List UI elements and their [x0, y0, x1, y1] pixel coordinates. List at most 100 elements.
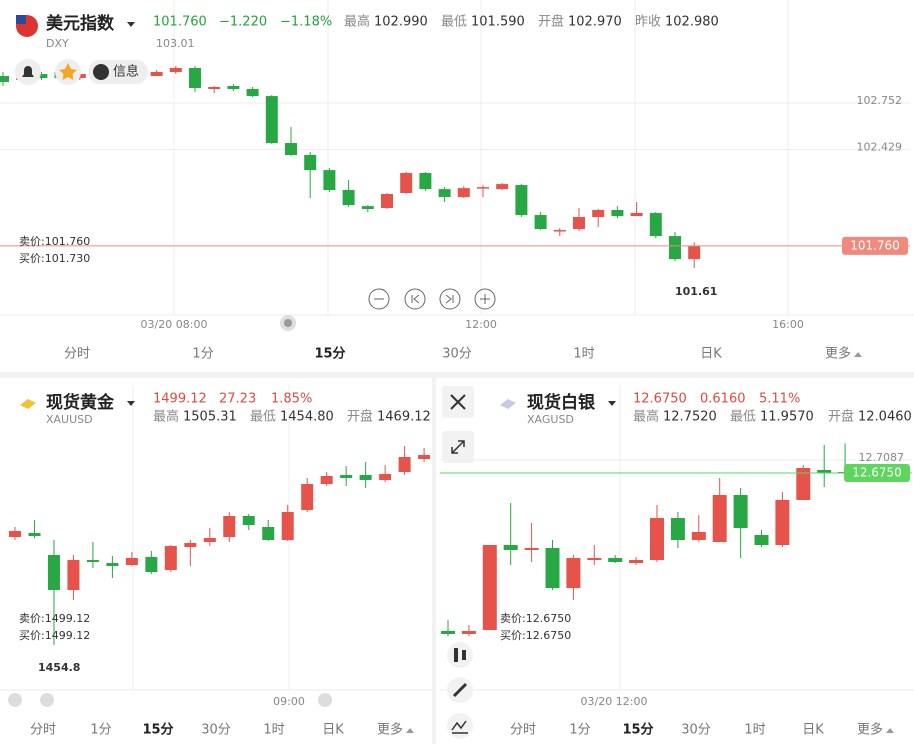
bell-icon — [22, 66, 34, 77]
dropdown[interactable] — [127, 22, 135, 27]
candle-body — [573, 217, 585, 230]
stat-label: 最高 — [633, 409, 659, 425]
stats: 最高 12.7520 最低 11.9570 开盘 12.0460 — [633, 409, 912, 425]
bid: 卖价:12.6750 — [500, 612, 571, 625]
candle-body — [457, 188, 470, 198]
info-label[interactable]: 信息 — [113, 64, 139, 80]
next[interactable] — [439, 288, 461, 310]
candle-body — [691, 531, 706, 540]
candle-body — [587, 558, 602, 560]
candle-body — [611, 210, 624, 217]
candle-body — [592, 210, 605, 218]
zoom-in[interactable] — [474, 288, 496, 310]
x-label: 16:00 — [772, 318, 804, 331]
candle-body — [223, 516, 236, 538]
candle-body — [150, 72, 163, 77]
candle-body — [524, 548, 539, 550]
candle-body — [86, 560, 99, 562]
candle-body — [125, 558, 138, 565]
tool-icon — [452, 682, 468, 698]
change-pct: 1.85% — [271, 392, 312, 407]
stat-label: 最高 — [344, 14, 370, 30]
change-pct: −1.18% — [280, 15, 332, 30]
timeframe-tab[interactable]: 日K — [802, 723, 824, 738]
instrument-name[interactable]: 现货白银 — [527, 392, 596, 413]
tool-icon — [454, 648, 466, 662]
candle-body — [477, 187, 489, 189]
candle-body — [441, 631, 455, 635]
timeframe-tab[interactable]: 更多 — [825, 346, 851, 362]
candle-body — [285, 143, 297, 155]
timeframe-tab[interactable]: 30分 — [442, 347, 472, 362]
stat-value: 102.970 — [568, 15, 622, 30]
instrument-name[interactable]: 现货黄金 — [46, 392, 115, 413]
low-label: 1454.8 — [38, 661, 80, 674]
candle-body — [203, 537, 216, 543]
timeframe-tab[interactable]: 15分 — [314, 346, 345, 362]
x-label: 03/20 12:00 — [581, 695, 648, 708]
zoom-out[interactable] — [368, 288, 390, 310]
scroll-handle[interactable] — [318, 693, 332, 707]
timeframe-tab[interactable]: 30分 — [201, 723, 231, 738]
stat-value: 12.0460 — [858, 410, 912, 425]
candle-body — [381, 194, 393, 208]
timeframe-tab[interactable]: 日K — [322, 723, 344, 738]
x-label: 12:00 — [465, 318, 497, 331]
timeframe-tab[interactable]: 1时 — [744, 723, 765, 738]
tool-candle[interactable] — [447, 642, 473, 668]
candle-body — [47, 555, 60, 591]
close-icon — [450, 394, 466, 410]
timeframe-tab[interactable]: 分时 — [510, 723, 536, 738]
stat-value: 101.590 — [471, 15, 525, 30]
ask: 买价:101.730 — [19, 252, 90, 265]
timeframe-tab[interactable]: 日K — [700, 347, 722, 362]
code: DXY — [46, 37, 69, 50]
timeframe-tab[interactable]: 更多 — [377, 722, 403, 738]
gold-icon — [20, 399, 36, 409]
candle-body — [246, 89, 259, 97]
candle-body — [398, 457, 411, 473]
scroll-handle[interactable] — [40, 693, 54, 707]
timeframe-tab[interactable]: 15分 — [622, 722, 653, 738]
price-badge — [842, 236, 908, 255]
change: 27.23 — [219, 392, 256, 407]
timeframe-tab[interactable]: 分时 — [30, 723, 56, 738]
candle-body — [650, 518, 664, 560]
timeframe-tab[interactable]: 15分 — [142, 722, 173, 738]
timeframe-tab[interactable]: 分时 — [64, 347, 90, 362]
timeframe-tab[interactable]: 更多 — [857, 722, 883, 738]
timeframe-tab[interactable]: 1分 — [569, 723, 590, 738]
candle-body — [164, 546, 177, 571]
timeframe-tab[interactable]: 30分 — [681, 723, 711, 738]
candle-body — [482, 545, 497, 630]
candle-body — [304, 154, 317, 171]
stat-value: 12.7520 — [663, 410, 717, 425]
timeframe-tab[interactable]: 1分 — [192, 347, 213, 362]
code: XAUUSD — [46, 413, 93, 426]
stat-label: 最低 — [441, 15, 467, 30]
timeframe-tab[interactable]: 1分 — [90, 723, 111, 738]
separator — [432, 378, 436, 744]
low-label: 101.61 — [675, 285, 717, 298]
price: 1499.12 — [153, 392, 207, 407]
candle-body — [629, 559, 644, 564]
dropdown[interactable] — [608, 401, 616, 406]
candle-body — [359, 475, 372, 480]
candle-body — [649, 213, 662, 237]
timeframe-tab[interactable]: 1时 — [263, 723, 284, 738]
timeframe-tab[interactable]: 1时 — [573, 347, 594, 362]
price-badge-label: 12.6750 — [852, 465, 902, 479]
flag-icon — [16, 15, 26, 24]
dropdown[interactable] — [127, 401, 135, 406]
candle-body — [145, 557, 158, 573]
prev[interactable] — [404, 288, 426, 310]
candle-body — [189, 67, 201, 89]
stat-label: 最低 — [250, 410, 276, 425]
candle-body — [242, 516, 255, 526]
instrument-name[interactable]: 美元指数 — [46, 13, 115, 34]
candle-body — [515, 185, 528, 216]
scroll-handle[interactable] — [8, 693, 22, 707]
stat-label: 开盘 — [347, 409, 373, 425]
y-tick-label: 102.752 — [857, 94, 903, 107]
